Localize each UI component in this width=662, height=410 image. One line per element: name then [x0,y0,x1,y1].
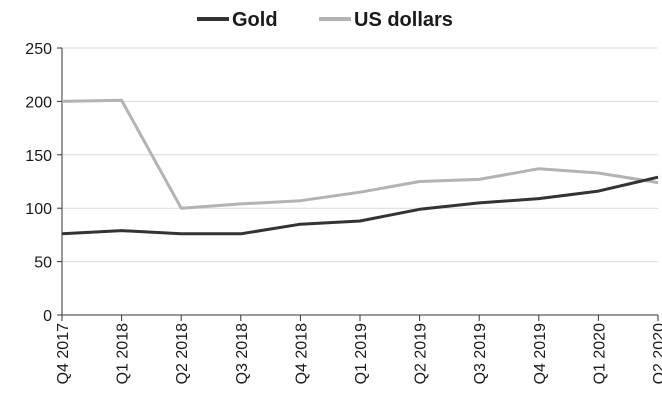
y-tick-label: 100 [25,201,52,218]
series-lines [61,98,659,236]
legend-item-gold: Gold [197,9,278,31]
x-tick-label: Q2 2020 [651,323,662,384]
x-tick-label: Q2 2018 [174,323,191,384]
legend-label: Gold [232,9,278,31]
y-tick-label: 150 [25,148,52,165]
legend: Gold US dollars [197,9,453,31]
x-tick-label: Q4 2018 [293,323,310,384]
series-line-gold [61,175,659,236]
y-tick-label: 0 [43,308,52,325]
axes [61,48,658,316]
x-tick-label: Q1 2019 [353,323,370,384]
x-axis-ticks: Q4 2017 Q1 2018 Q2 2018 Q3 2018 Q4 2018 Q1 20… [55,315,662,384]
series-line-us-dollars [61,98,659,210]
y-tick-label: 200 [25,94,52,111]
x-tick-label: Q4 2017 [55,323,72,384]
legend-item-us-dollars: US dollars [319,9,453,31]
x-tick-label: Q3 2019 [472,323,489,384]
y-axis-ticks: 0 50 100 150 200 250 [25,41,62,325]
x-tick-label: Q1 2020 [591,323,608,384]
x-tick-label: Q2 2019 [413,323,430,384]
legend-label: US dollars [354,9,453,31]
y-tick-label: 50 [34,255,52,272]
gridlines [62,47,658,263]
x-tick-label: Q1 2018 [115,323,132,384]
x-tick-label: Q3 2018 [234,323,251,384]
y-tick-label: 250 [25,41,52,58]
x-tick-label: Q4 2019 [532,323,549,384]
